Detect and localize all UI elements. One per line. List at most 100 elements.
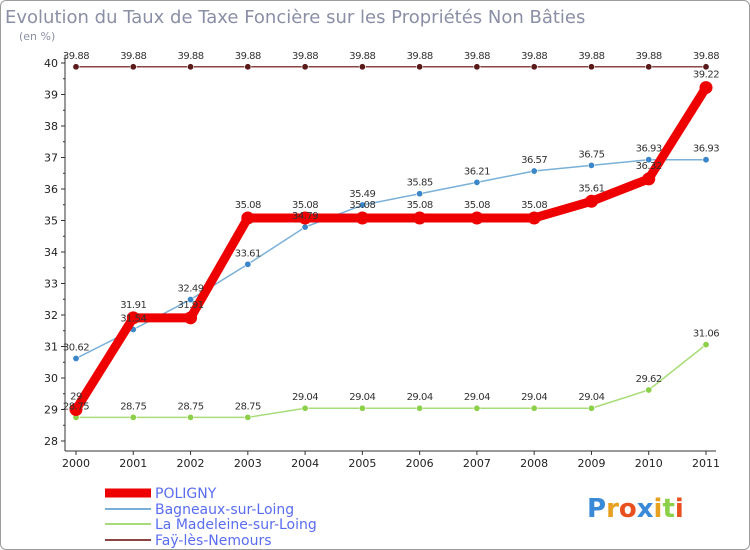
y-tick-label: 40 — [44, 57, 58, 70]
data-label: 35.61 — [578, 183, 604, 194]
data-label: 39.88 — [349, 51, 375, 62]
data-point — [244, 413, 252, 421]
data-point — [244, 63, 252, 71]
data-label: 29.04 — [521, 392, 547, 403]
data-point — [355, 211, 369, 225]
data-point — [301, 223, 309, 231]
logo-letter: P — [587, 494, 606, 524]
data-point — [645, 156, 653, 164]
data-label: 39.88 — [63, 51, 89, 62]
data-label: 28.75 — [63, 401, 89, 412]
y-tick-label: 36 — [44, 183, 58, 196]
data-label: 39.88 — [521, 51, 547, 62]
x-tick-label: 2001 — [119, 457, 147, 470]
x-tick-label: 2010 — [635, 457, 663, 470]
series-2 — [72, 341, 710, 421]
data-point — [645, 386, 653, 394]
data-label: 35.08 — [464, 200, 490, 211]
data-label: 39.22 — [693, 70, 719, 81]
data-point — [702, 156, 710, 164]
data-point — [241, 211, 255, 225]
legend-label: POLIGNY — [155, 486, 217, 502]
x-tick-label: 2008 — [520, 457, 548, 470]
data-label: 39.88 — [407, 51, 433, 62]
data-point — [530, 404, 538, 412]
x-tick-label: 2005 — [348, 457, 376, 470]
data-label: 29.04 — [578, 392, 604, 403]
data-point — [72, 63, 80, 71]
series-line — [75, 343, 707, 419]
data-point — [187, 296, 195, 304]
chart-title: Evolution du Taux de Taxe Foncière sur l… — [5, 7, 585, 28]
data-label: 36.21 — [464, 166, 490, 177]
data-label: 39.88 — [177, 51, 203, 62]
data-point — [530, 167, 538, 175]
y-tick-label: 38 — [44, 120, 58, 133]
data-label: 31.06 — [693, 329, 719, 340]
logo-text: Proxiti — [587, 494, 684, 524]
data-label: 30.62 — [63, 342, 89, 353]
data-point — [470, 211, 484, 225]
data-point — [527, 211, 541, 225]
data-label: 36.93 — [693, 144, 719, 155]
legend-label: La Madeleine-sur-Loing — [155, 517, 317, 533]
proxiti-logo: Proxiti — [587, 494, 684, 524]
data-label: 35.08 — [407, 200, 433, 211]
x-tick-label: 2004 — [291, 457, 319, 470]
data-label: 29.04 — [407, 392, 433, 403]
x-tick-label: 2003 — [234, 457, 262, 470]
data-label: 35.08 — [349, 200, 375, 211]
data-label: 28.75 — [120, 401, 146, 412]
data-label: 29.62 — [636, 374, 662, 385]
data-point — [358, 404, 366, 412]
data-label: 39.88 — [120, 51, 146, 62]
data-point — [587, 63, 595, 71]
data-point — [72, 354, 80, 362]
x-tick-label: 2006 — [406, 457, 434, 470]
data-label: 39.88 — [636, 51, 662, 62]
y-tick-label: 32 — [44, 309, 58, 322]
data-point — [413, 211, 427, 225]
axes: 28 29 30 31 32 33 34 35 36 37 38 39 40 2000 2001 2002 20… — [44, 55, 720, 470]
data-label: 31.91 — [177, 300, 203, 311]
data-label: 39.88 — [235, 51, 261, 62]
data-point — [129, 413, 137, 421]
data-label: 28.75 — [177, 401, 203, 412]
data-label: 29.04 — [292, 392, 318, 403]
logo-letter: i — [654, 494, 663, 524]
data-label: 33.61 — [235, 248, 261, 259]
data-point — [298, 211, 312, 225]
data-point — [301, 404, 309, 412]
series-0 — [69, 81, 713, 416]
data-label: 31.91 — [120, 300, 146, 311]
data-point — [587, 161, 595, 169]
data-label: 35.08 — [235, 200, 261, 211]
data-label: 39.88 — [292, 51, 318, 62]
x-tick-label: 2000 — [62, 457, 90, 470]
logo-letter: t — [662, 494, 674, 524]
x-tick-label: 2009 — [577, 457, 605, 470]
data-point — [184, 311, 198, 325]
data-label: 34.79 — [292, 211, 318, 222]
legend-label: Bagneaux-sur-Loing — [155, 502, 294, 518]
y-tick-label: 30 — [44, 372, 58, 385]
series-line — [75, 158, 707, 360]
data-label: 35.85 — [407, 178, 433, 189]
data-label: 36.75 — [578, 149, 604, 160]
data-point — [473, 63, 481, 71]
data-point — [530, 63, 538, 71]
y-tick-label: 34 — [44, 246, 58, 259]
y-tick-label: 31 — [44, 341, 58, 354]
data-point — [416, 190, 424, 198]
logo-letter: x — [637, 494, 654, 524]
data-label: 31.54 — [120, 313, 146, 324]
data-label: 36.32 — [636, 161, 662, 172]
data-label: 32.49 — [177, 284, 203, 295]
data-point — [358, 63, 366, 71]
y-tick-label: 28 — [44, 435, 58, 448]
y-axis-unit-label: (en %) — [19, 30, 55, 43]
y-tick-label: 35 — [44, 215, 58, 228]
